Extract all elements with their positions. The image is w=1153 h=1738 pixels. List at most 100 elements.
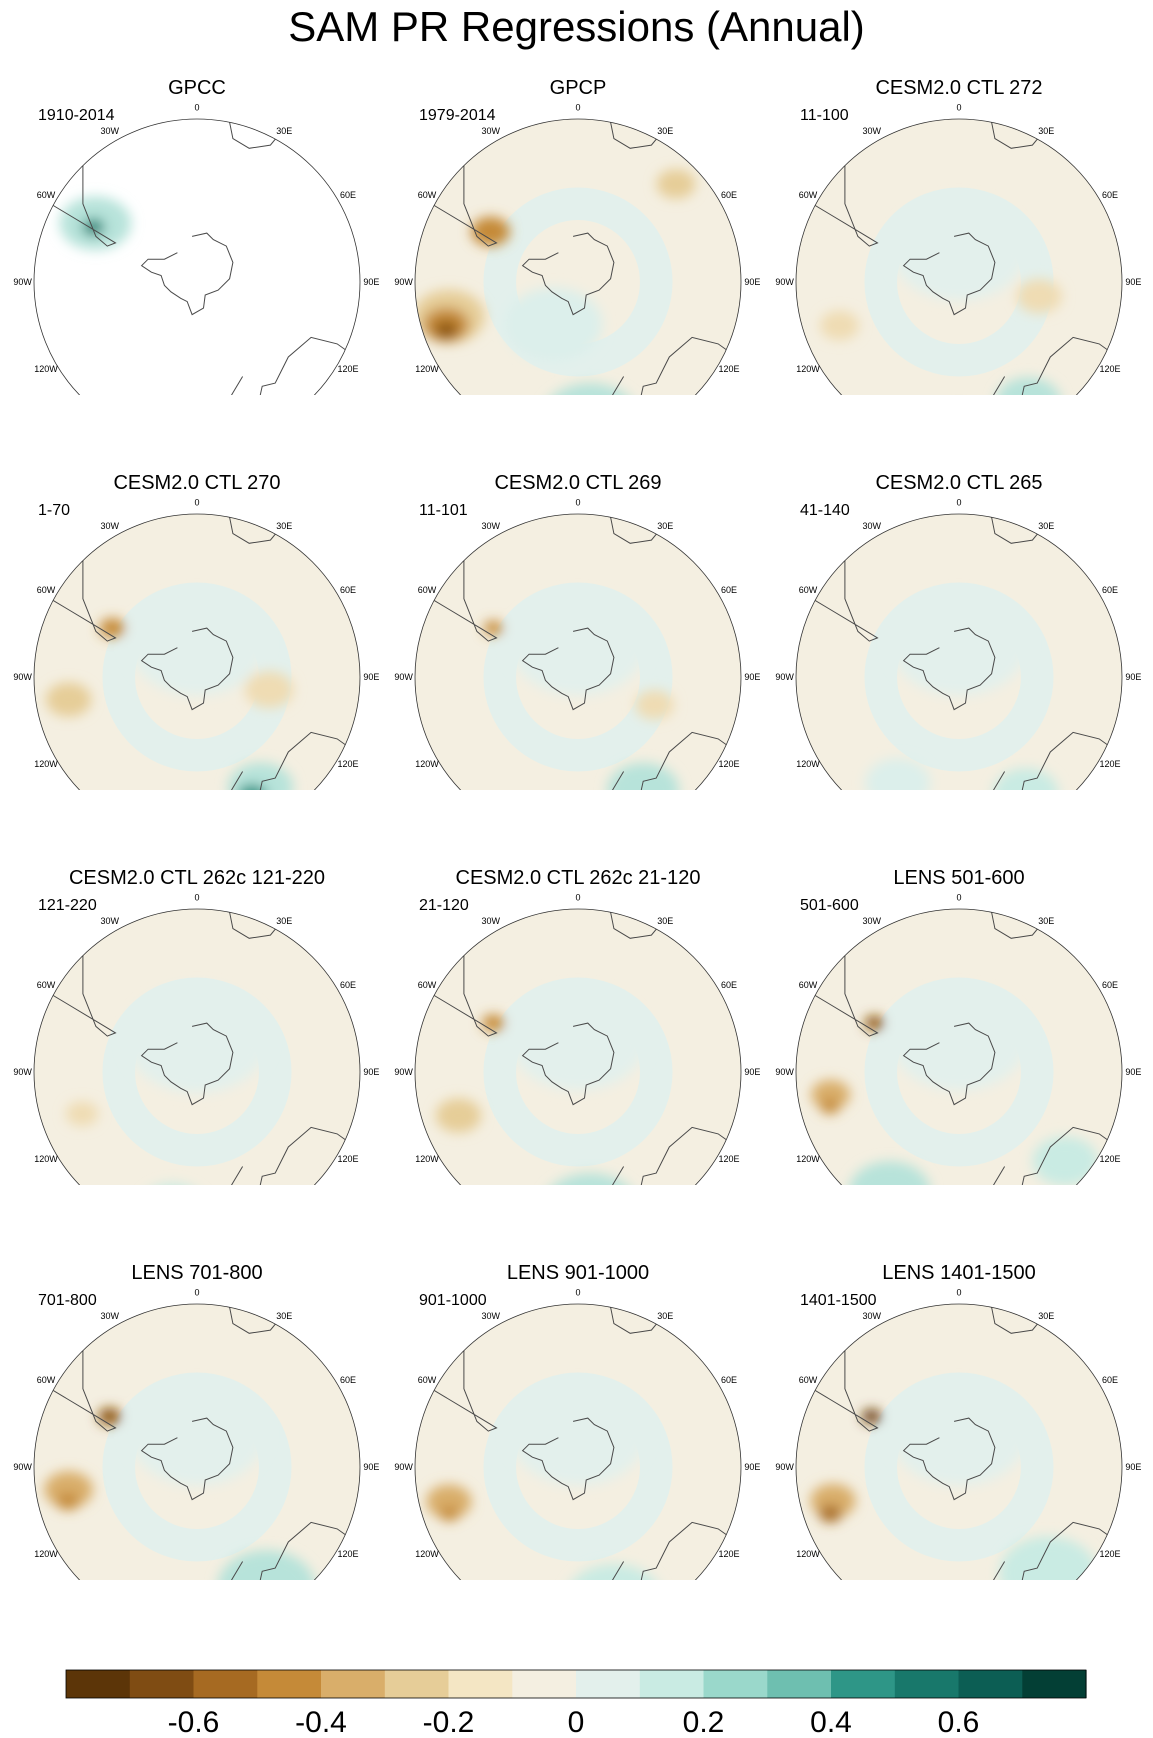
longitude-label: 60E xyxy=(340,1375,356,1385)
australia-coastline xyxy=(1017,1126,1122,1185)
colorbar-swatch xyxy=(257,1670,322,1698)
longitude-label: 0 xyxy=(194,498,199,508)
colorbar-swatch xyxy=(831,1670,896,1698)
longitude-label: 30W xyxy=(101,521,120,531)
longitude-label: 60E xyxy=(721,190,737,200)
new-zealand-coastline xyxy=(600,1561,625,1580)
polar-map: 030E60E90E120E150E180150W120W90W60W30W xyxy=(394,103,760,395)
anomaly-patch xyxy=(864,1015,885,1031)
longitude-label: 0 xyxy=(194,1288,199,1298)
longitude-label: 90W xyxy=(775,672,794,682)
longitude-label: 90W xyxy=(394,672,413,682)
anomaly-patch xyxy=(217,1550,316,1580)
polar-map: 030E60E90E120E150E180150W120W90W60W30W xyxy=(775,103,1141,395)
longitude-label: 30E xyxy=(657,1311,673,1321)
colorbar-tick-label: 0.2 xyxy=(683,1706,725,1738)
anomaly-patch xyxy=(481,1014,505,1032)
longitude-label: 30E xyxy=(1038,1311,1054,1321)
map-panel: 030E60E90E120E150E180150W120W90W60W30WCE… xyxy=(767,0,1151,395)
anomaly-patch xyxy=(44,1471,93,1508)
anomaly-patch xyxy=(890,593,1028,696)
longitude-label: 90E xyxy=(744,1067,760,1077)
longitude-label: 30W xyxy=(482,126,501,136)
anomaly-patch xyxy=(128,1383,266,1486)
longitude-label: 120W xyxy=(415,1549,439,1559)
longitude-label: 60W xyxy=(37,585,56,595)
longitude-label: 30W xyxy=(482,916,501,926)
map-border xyxy=(414,118,742,395)
longitude-label: 0 xyxy=(575,498,580,508)
anomaly-patch xyxy=(45,682,92,717)
longitude-label: 90W xyxy=(13,1462,32,1472)
map-border xyxy=(33,908,361,1185)
panel-title: CESM2.0 CTL 272 xyxy=(875,77,1043,99)
panel-period: 1979-2014 xyxy=(419,107,496,124)
longitude-label: 60W xyxy=(799,980,818,990)
longitude-label: 120E xyxy=(1099,364,1120,374)
longitude-label: 60E xyxy=(340,585,356,595)
polar-map: 030E60E90E120E150E180150W120W90W60W30W xyxy=(775,498,1141,790)
new-zealand-coastline xyxy=(981,1166,1006,1185)
new-zealand-coastline xyxy=(600,771,625,790)
colorbar-swatch xyxy=(958,1670,1023,1698)
longitude-label: 60E xyxy=(1102,585,1118,595)
map-border xyxy=(414,1303,742,1580)
longitude-label: 120W xyxy=(34,364,58,374)
longitude-label: 60E xyxy=(1102,190,1118,200)
longitude-label: 60W xyxy=(418,980,437,990)
anomaly-patch xyxy=(483,620,504,636)
longitude-label: 30W xyxy=(101,1311,120,1321)
australia-coastline xyxy=(255,1521,360,1580)
colorbar-tick-label: -0.4 xyxy=(295,1706,347,1738)
colorbar-frame xyxy=(65,1669,1087,1699)
anomaly-patch xyxy=(237,784,267,790)
panel-period: 121-220 xyxy=(38,897,97,914)
polar-map: 030E60E90E120E150E180150W120W90W60W30W xyxy=(775,1288,1141,1580)
longitude-label: 90E xyxy=(744,1462,760,1472)
longitude-label: 120E xyxy=(1099,1154,1120,1164)
anomaly-patch xyxy=(993,768,1059,790)
new-zealand-coastline xyxy=(219,771,244,790)
longitude-label: 30E xyxy=(1038,126,1054,136)
longitude-label: 90E xyxy=(363,1462,379,1472)
colorbar-swatch xyxy=(321,1670,386,1698)
antarctica-coastline xyxy=(902,627,996,711)
anomaly-patch xyxy=(811,1079,851,1110)
longitude-label: 120E xyxy=(718,364,739,374)
colorbar-swatch xyxy=(767,1670,832,1698)
polar-map: 030E60E90E120E150E180150W120W90W60W30W xyxy=(13,498,379,790)
australia-coastline xyxy=(1017,1521,1122,1580)
longitude-label: 60E xyxy=(340,980,356,990)
anomaly-patch xyxy=(635,690,675,720)
colorbar-swatch xyxy=(129,1670,195,1698)
australia-coastline xyxy=(255,731,360,790)
australia-coastline xyxy=(255,1126,360,1185)
australia-coastline xyxy=(636,731,741,790)
anomaly-patch xyxy=(125,985,269,1094)
longitude-label: 60W xyxy=(418,585,437,595)
antarctica-coastline xyxy=(521,1022,615,1106)
map-panel: 030E60E90E120E150E180150W120W90W60W30WLE… xyxy=(5,1185,389,1580)
anomaly-patch xyxy=(890,988,1028,1091)
longitude-label: 0 xyxy=(575,1288,580,1298)
panel-period: 501-600 xyxy=(800,897,859,914)
longitude-label: 120E xyxy=(1099,759,1120,769)
longitude-label: 60W xyxy=(799,585,818,595)
longitude-label: 60E xyxy=(340,190,356,200)
longitude-label: 90W xyxy=(775,1067,794,1077)
map-panel: 030E60E90E120E150E180150W120W90W60W30WCE… xyxy=(5,790,389,1185)
longitude-label: 120W xyxy=(796,364,820,374)
map-border xyxy=(795,908,1123,1185)
longitude-label: 30W xyxy=(101,126,120,136)
map-panel: 030E60E90E120E150E180150W120W90W60W30WCE… xyxy=(386,395,770,790)
longitude-label: 90W xyxy=(394,1067,413,1077)
longitude-label: 90E xyxy=(744,277,760,287)
anomaly-patch xyxy=(435,1098,482,1133)
colorbar-swatch xyxy=(448,1670,513,1698)
polar-map: 030E60E90E120E150E180150W120W90W60W30W xyxy=(13,893,379,1185)
longitude-label: 120W xyxy=(415,364,439,374)
polar-map: 030E60E90E120E150E180150W120W90W60W30W xyxy=(394,1288,760,1580)
anomaly-patch xyxy=(470,216,511,247)
map-background xyxy=(34,119,360,395)
polar-map: 030E60E90E120E150E180150W120W90W60W30W xyxy=(13,1288,379,1580)
